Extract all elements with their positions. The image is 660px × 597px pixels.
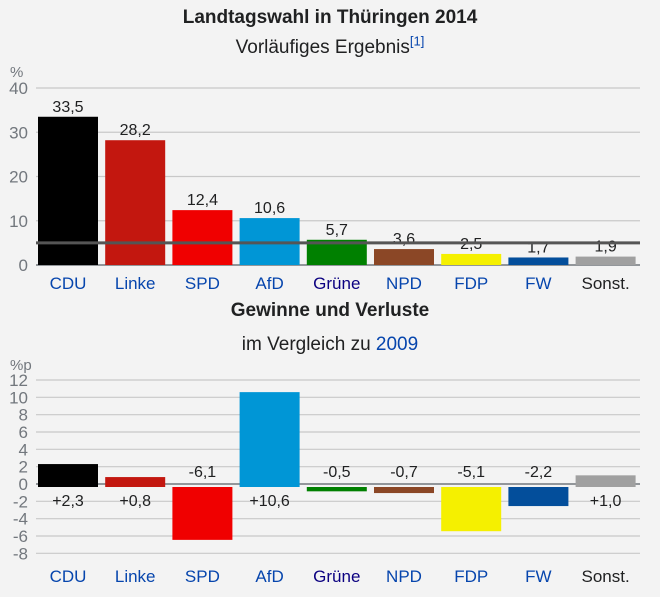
chart1-value-label: 1,9 [594,239,616,256]
chart2-bar-spd [172,487,233,540]
chart2-y-tick: 4 [19,440,28,459]
chart2-bar-fw [508,487,569,507]
chart1-y-tick: 10 [9,212,28,231]
chart2-value-label: -6,1 [189,464,217,481]
chart2-y-tick: -8 [13,544,28,563]
chart2-x-label[interactable]: CDU [50,567,87,586]
chart2-y-tick: 0 [19,475,28,494]
chart2-x-label[interactable]: Grüne [313,567,360,586]
chart1-title: Landtagswahl in Thüringen 2014 [182,7,478,28]
chart2-bar-fdp [441,487,502,532]
chart2-value-label: +2,3 [52,493,84,510]
chart1-x-label[interactable]: CDU [50,274,87,293]
chart1-x-label[interactable]: FW [525,274,551,293]
chart1-bar-sonst [575,256,636,265]
chart2-bar-cdu [38,464,98,487]
chart1-subtitle: Vorläufiges Ergebnis[1] [0,33,660,59]
chart2-y-tick: -6 [13,527,28,546]
chart2-value-label: +0,8 [119,493,151,510]
chart1-value-label: 33,5 [52,99,83,116]
chart1-y-tick: 20 [9,168,28,187]
chart2-title: Gewinne und Verluste [230,300,430,321]
chart1-x-label[interactable]: Grüne [313,274,360,293]
chart2-value-label: -0,5 [323,464,351,481]
chart1-bar-cdu [38,116,98,265]
chart1-value-label: 2,5 [460,236,482,253]
chart1-bar-fw [508,257,569,265]
chart1-bar-fdp [441,253,502,265]
chart2-x-label[interactable]: AfD [255,567,283,586]
chart2-x-label[interactable]: FDP [454,567,488,586]
chart2-value-label: -2,2 [525,464,553,481]
chart2-y-tick: -2 [13,492,28,511]
chart2-value-label: -5,1 [457,464,485,481]
chart2-y-tick: 2 [19,458,28,477]
chart2-x-label: Sonst. [581,567,629,586]
chart1-bar-npd [374,249,434,265]
chart2-x-label[interactable]: NPD [386,567,422,586]
chart1-value-label: 28,2 [120,122,151,139]
chart1-bar-linke [105,140,166,265]
chart2-y-tick: -4 [13,510,28,529]
chart2-subtitle: im Vergleich zu 2009 [0,334,660,356]
chart1-x-label[interactable]: AfD [255,274,283,293]
chart2-x-label[interactable]: SPD [185,567,220,586]
chart2-y-tick: 8 [19,406,28,425]
chart1-x-label[interactable]: FDP [454,274,488,293]
chart2-y-tick: 6 [19,423,28,442]
chart2-bar-npd [374,487,434,494]
chart2-bar-afd [239,392,300,487]
chart1-value-label: 12,4 [187,192,218,209]
chart1-subtitle-text: Vorläufiges Ergebnis [235,37,410,58]
chart2-value-label: +1,0 [590,493,622,510]
chart2-bar-grüne [306,487,367,492]
footnote-link[interactable]: [1] [409,33,425,49]
year-2009-link[interactable]: 2009 [375,334,419,355]
chart1-value-label: 5,7 [326,222,348,239]
chart1-value-label: 10,6 [254,200,285,217]
chart2-y-tick: 12 [9,371,28,390]
chart1-x-label[interactable]: Linke [115,274,156,293]
chart2-x-label[interactable]: FW [525,567,551,586]
chart2-subtitle-text: im Vergleich zu [241,334,371,355]
chart1-value-label: 3,6 [393,231,415,248]
chart2-bar-sonst [575,475,636,487]
chart1-y-unit: % [10,64,23,81]
chart2-value-label: +10,6 [249,493,290,510]
chart1-y-tick: 0 [19,256,28,275]
chart1-x-label[interactable]: NPD [386,274,422,293]
chart1-x-label[interactable]: SPD [185,274,220,293]
chart1-y-tick: 30 [9,123,28,142]
chart2-value-label: -0,7 [390,464,418,481]
chart1-y-tick: 40 [9,79,28,98]
chart2-bar-linke [105,477,166,487]
chart1-bar-spd [172,210,233,265]
chart1-x-label: Sonst. [581,274,629,293]
chart2-x-label[interactable]: Linke [115,567,156,586]
chart2-y-unit: %p [10,357,32,374]
chart2-y-tick: 10 [9,388,28,407]
